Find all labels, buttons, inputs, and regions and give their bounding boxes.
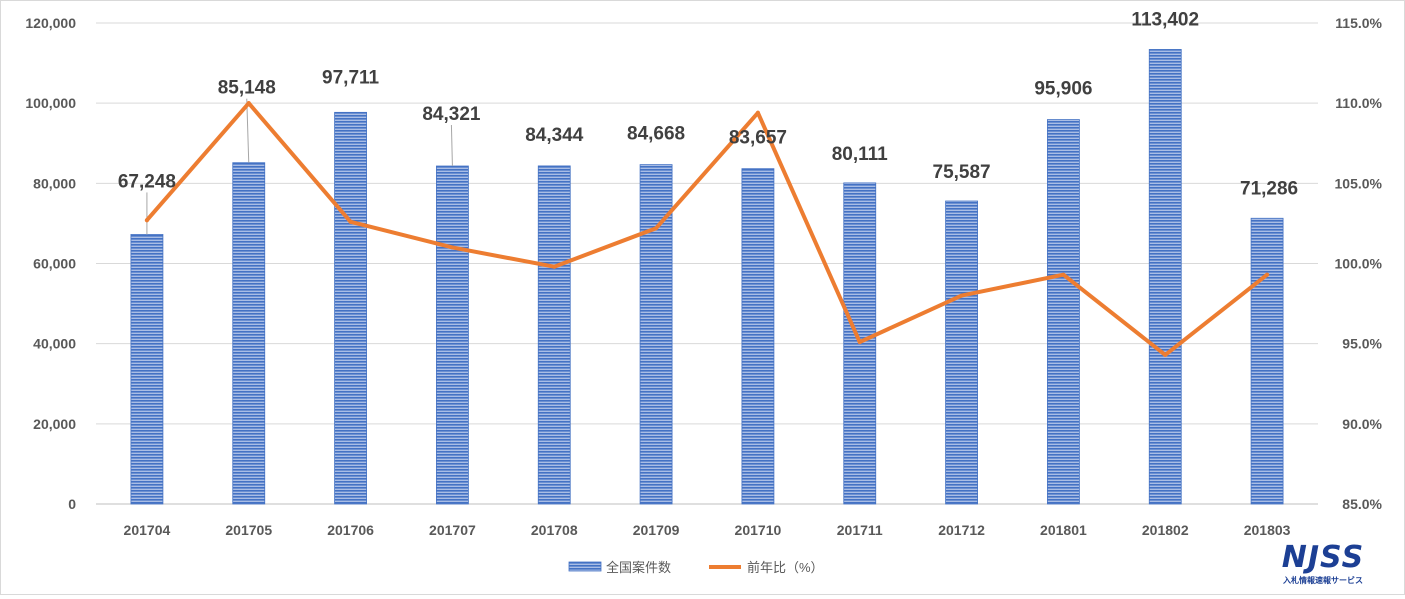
x-axis-tick-label: 201803 bbox=[1244, 522, 1291, 538]
bar bbox=[1047, 119, 1080, 505]
line-point bbox=[552, 264, 557, 269]
bar-data-label: 84,321 bbox=[422, 104, 481, 125]
right-axis-tick-label: 110.0% bbox=[1335, 95, 1382, 111]
right-axis-tick-label: 115.0% bbox=[1335, 15, 1382, 31]
legend-label-bars: 全国案件数 bbox=[606, 560, 671, 575]
bar bbox=[232, 162, 266, 505]
bar bbox=[436, 165, 469, 505]
bar-data-label: 84,668 bbox=[627, 124, 685, 145]
line-series-yoy bbox=[144, 101, 1270, 357]
x-axis-tick-label: 201802 bbox=[1142, 522, 1189, 538]
bar bbox=[639, 164, 673, 505]
bar-data-label: 95,906 bbox=[1034, 79, 1092, 100]
legend-swatch-bars bbox=[568, 561, 602, 572]
line-point bbox=[959, 293, 964, 298]
bar-data-label: 83,657 bbox=[729, 128, 787, 149]
bar-data-label: 67,248 bbox=[118, 171, 176, 192]
x-axis-tick-label: 201708 bbox=[531, 522, 578, 538]
line-point bbox=[654, 226, 659, 231]
bar-data-label: 85,148 bbox=[218, 78, 276, 99]
line-point bbox=[857, 340, 862, 345]
bar bbox=[537, 165, 571, 505]
legend-label-line: 前年比（%） bbox=[747, 560, 824, 575]
right-axis-tick-label: 100.0% bbox=[1335, 256, 1383, 272]
left-axis-tick-label: 60,000 bbox=[33, 256, 76, 272]
bar bbox=[945, 200, 978, 505]
left-axis-tick-label: 100,000 bbox=[25, 95, 76, 111]
bar bbox=[1148, 49, 1182, 505]
x-axis-tick-label: 201709 bbox=[633, 522, 680, 538]
x-axis-tick-label: 201707 bbox=[429, 522, 476, 538]
bar bbox=[130, 234, 164, 505]
left-axis-tick-label: 80,000 bbox=[33, 175, 76, 191]
line-point bbox=[144, 218, 149, 223]
line-point bbox=[450, 245, 455, 250]
line-point bbox=[1061, 272, 1066, 277]
logo-main-text: NJSS bbox=[1281, 540, 1365, 575]
bar-data-label: 97,711 bbox=[322, 67, 379, 88]
x-axis-tick-label: 201712 bbox=[938, 522, 985, 538]
x-axis-tick-label: 201704 bbox=[124, 522, 171, 538]
bar bbox=[334, 111, 367, 505]
right-axis-tick-label: 105.0% bbox=[1335, 175, 1383, 191]
line-point bbox=[755, 110, 760, 115]
x-axis-tick-label: 201706 bbox=[327, 522, 374, 538]
bar bbox=[741, 168, 775, 505]
left-axis-tick-label: 120,000 bbox=[25, 15, 76, 31]
bar-data-label: 71,286 bbox=[1240, 178, 1298, 199]
njss-logo: NJSS 入札情報速報サービス bbox=[1275, 543, 1371, 587]
bar-data-label: 113,402 bbox=[1131, 9, 1199, 30]
x-axis-tick-label: 201711 bbox=[837, 522, 883, 538]
right-axis-tick-label: 90.0% bbox=[1342, 416, 1382, 432]
x-axis-tick-label: 201710 bbox=[735, 522, 782, 538]
line-point bbox=[246, 101, 251, 106]
label-leader-line bbox=[246, 98, 250, 163]
line-point bbox=[1265, 272, 1270, 277]
left-axis-tick-label: 0 bbox=[68, 496, 76, 512]
x-axis-tick-label: 201801 bbox=[1040, 522, 1087, 538]
left-axis-tick-label: 40,000 bbox=[33, 336, 76, 352]
left-axis-tick-label: 20,000 bbox=[33, 416, 76, 432]
right-axis-tick-label: 85.0% bbox=[1342, 496, 1382, 512]
line-point bbox=[348, 219, 353, 224]
bar bbox=[1250, 217, 1284, 505]
bar-data-label: 84,344 bbox=[525, 125, 584, 146]
bar-data-label: 75,587 bbox=[933, 162, 991, 183]
logo-sub-text: 入札情報速報サービス bbox=[1283, 576, 1363, 585]
label-leader-line bbox=[450, 125, 453, 167]
right-axis-tick-label: 95.0% bbox=[1342, 336, 1382, 352]
line-point bbox=[1163, 352, 1168, 357]
x-axis-tick-label: 201705 bbox=[225, 522, 272, 538]
bar-data-label: 80,111 bbox=[832, 144, 888, 165]
